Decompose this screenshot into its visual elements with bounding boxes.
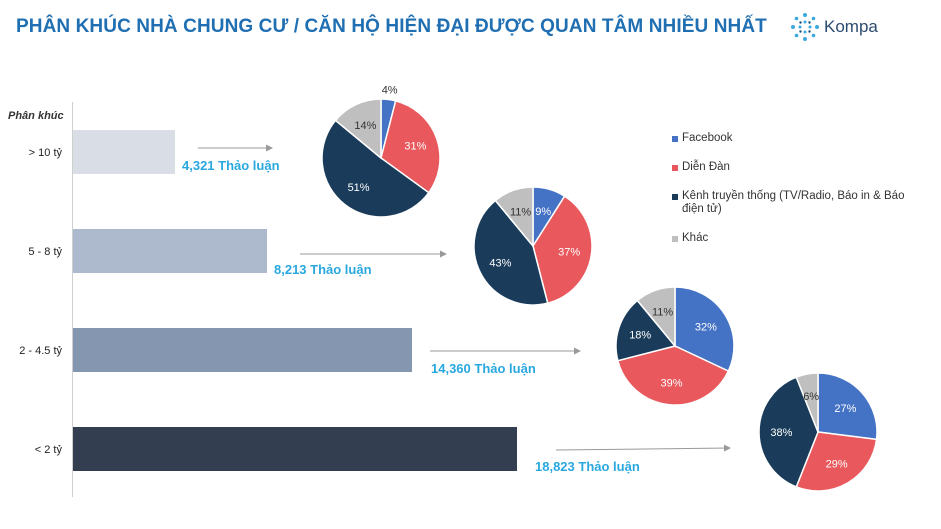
bar-value-label: 18,823 Thảo luận (535, 459, 640, 474)
pie-slice-label: 32% (695, 321, 717, 333)
pie-slice-label: 38% (770, 427, 792, 439)
legend-item-kenh-truyen-thong: Kênh truyền thống (TV/Radio, Báo in & Bá… (672, 190, 922, 216)
pie-slice (616, 345, 730, 406)
pie-slice (494, 186, 534, 249)
pie-slice (532, 195, 593, 305)
legend-item-facebook: Facebook (672, 132, 922, 145)
logo-text: Kompa (824, 17, 878, 36)
pie-slice-label: 9% (535, 206, 551, 218)
legend-swatch (672, 136, 678, 142)
legend-label: Diễn Đàn (682, 161, 730, 173)
legend-swatch (672, 194, 678, 200)
pie-slice-label: 11% (510, 207, 531, 219)
bar-5-8-ty (73, 229, 267, 273)
pie-slice-label: 51% (348, 182, 370, 194)
pie-slice-label: 29% (826, 458, 848, 470)
pie-slice-label: 43% (489, 258, 511, 270)
pie-slice (758, 376, 819, 488)
y-axis-title: Phân khúc (8, 110, 64, 122)
pie-slice (615, 299, 677, 362)
bar-lt-2-ty (73, 427, 517, 471)
page-title: PHÂN KHÚC NHÀ CHUNG CƯ / CĂN HỘ HIỆN ĐẠI… (16, 16, 767, 37)
pie-slice (321, 119, 430, 218)
legend-item-dien-dan: Diễn Đàn (672, 161, 922, 174)
category-label: 2 - 4.5 tỷ (19, 345, 62, 357)
pie-slice (473, 199, 549, 306)
y-axis-line (72, 102, 73, 497)
pie-slice-label: 4% (382, 85, 398, 97)
bar-value-label: 4,321 Thảo luận (182, 158, 280, 173)
pie-slice-label: 11% (652, 307, 673, 319)
pie-slice (795, 372, 819, 433)
connector-arrow (555, 444, 731, 452)
legend-swatch (672, 165, 678, 171)
pie-slice-label: 37% (558, 247, 580, 259)
kompa-logo: Kompa (790, 12, 878, 42)
pie-slice-label: 39% (661, 377, 683, 389)
pie-slice-label: 18% (629, 330, 651, 342)
pie-slice-label: 14% (354, 120, 376, 132)
chart-legend: Facebook Diễn Đàn Kênh truyền thống (TV/… (672, 132, 922, 261)
bar-value-label: 8,213 Thảo luận (274, 262, 372, 277)
bar-gt-10-ty (73, 130, 175, 174)
pie-slice (334, 98, 382, 160)
legend-label: Khác (682, 232, 709, 244)
pie-slice (636, 286, 676, 349)
pie-slice (674, 286, 735, 373)
pie-slice-label: 27% (834, 403, 856, 415)
pie-slice (380, 99, 441, 194)
bar-value-label: 14,360 Thảo luận (431, 361, 536, 376)
pie-slice (817, 372, 878, 441)
category-label: 5 - 8 tỷ (28, 246, 62, 258)
legend-swatch (672, 236, 678, 242)
legend-label: Facebook (682, 132, 733, 144)
category-label: < 2 tỷ (34, 444, 62, 456)
category-label: > 10 tỷ (28, 147, 62, 159)
bar-2-4-5-ty (73, 328, 412, 372)
pie-slice (795, 431, 878, 492)
legend-item-khac: Khác (672, 232, 922, 245)
pie-slice-label: 6% (803, 391, 819, 403)
legend-label: Kênh truyền thống (TV/Radio, Báo in & Bá… (682, 190, 905, 215)
kompa-logo-icon (791, 13, 819, 41)
pie-slice-label: 31% (404, 141, 426, 153)
